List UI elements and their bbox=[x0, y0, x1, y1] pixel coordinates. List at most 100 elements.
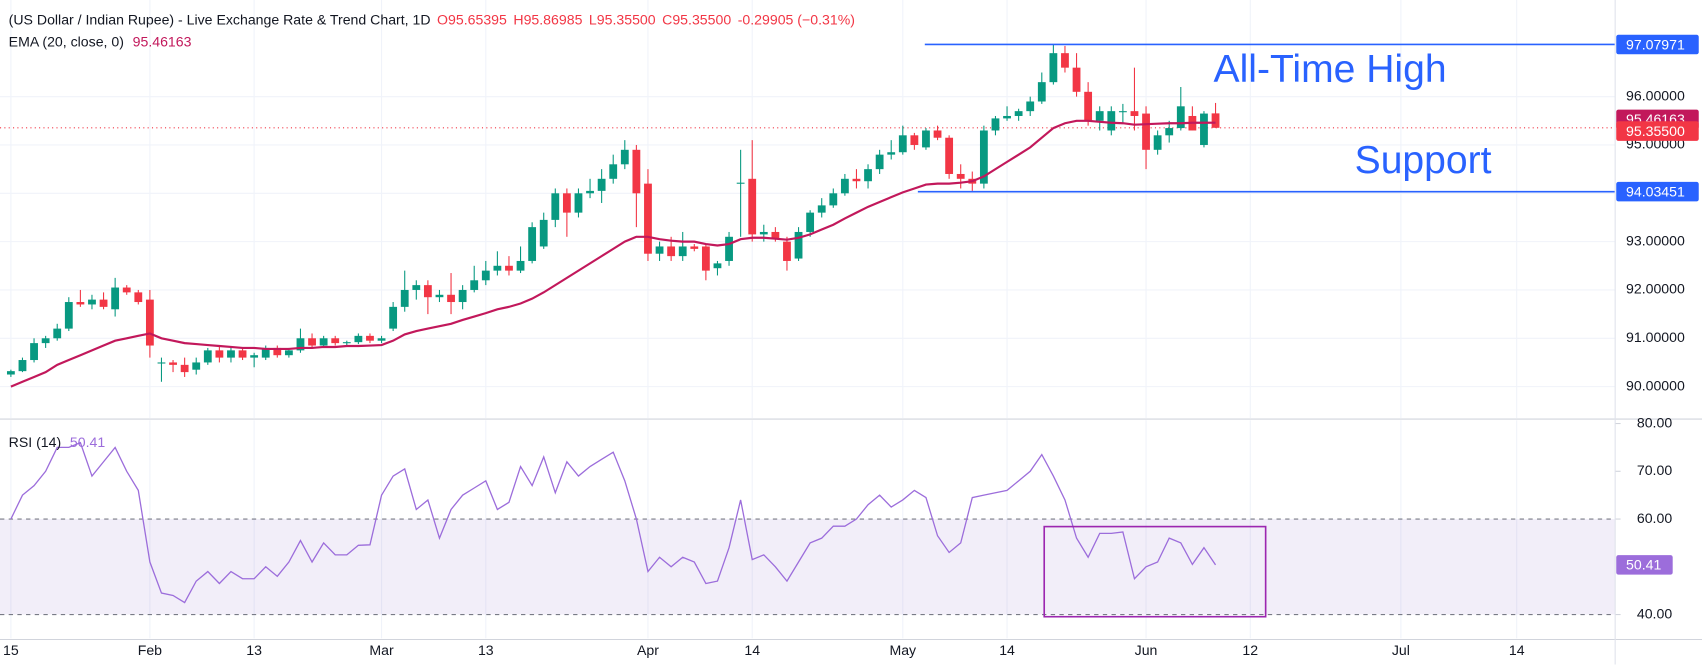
candle-body bbox=[389, 306, 398, 329]
y-tick-label: 92.00000 bbox=[1626, 281, 1685, 297]
rsi-title: RSI (14) bbox=[9, 434, 62, 450]
x-tick-label: Jun bbox=[1135, 642, 1158, 658]
rsi-tick-label: 60.00 bbox=[1637, 510, 1672, 526]
candle-body bbox=[887, 152, 896, 155]
candle-body bbox=[481, 270, 490, 281]
rsi-line bbox=[10, 441, 1217, 604]
candle-body bbox=[794, 231, 803, 259]
candle-body bbox=[759, 231, 768, 235]
legend-header: (US Dollar / Indian Rupee) - Live Exchan… bbox=[9, 11, 855, 27]
candle-body bbox=[203, 350, 212, 363]
rsi-tick-label: 40.00 bbox=[1637, 605, 1672, 621]
candle-body bbox=[1095, 111, 1104, 121]
candle-body bbox=[979, 130, 988, 184]
level-badge-text: 97.07971 bbox=[1626, 36, 1685, 52]
ema-line bbox=[10, 119, 1216, 388]
candle-body bbox=[1061, 53, 1069, 68]
candle-body bbox=[6, 371, 15, 375]
price-badge-text: 95.35500 bbox=[1626, 123, 1685, 139]
candle-body bbox=[597, 178, 606, 191]
highlight-box bbox=[1043, 525, 1267, 618]
rsi-badge-text: 50.41 bbox=[1626, 557, 1661, 573]
candle-body bbox=[134, 292, 143, 303]
candle-body bbox=[1049, 53, 1058, 83]
candle-body bbox=[319, 338, 328, 346]
candle-body bbox=[180, 364, 189, 373]
candle-body bbox=[701, 246, 710, 271]
candle-body bbox=[736, 182, 745, 184]
candle-body bbox=[551, 193, 560, 220]
candle-body bbox=[875, 154, 884, 170]
overlay: 15 Feb 13 Mar 13 Apr 14 May 14 Jun 12 Jul 14 90.00000… bbox=[3, 34, 1699, 658]
candle-body bbox=[88, 299, 96, 305]
candle-body bbox=[725, 236, 733, 261]
candle-body bbox=[377, 338, 386, 341]
y-tick-label: 93.00000 bbox=[1626, 232, 1685, 248]
y-tick-label: 91.00000 bbox=[1626, 329, 1685, 345]
candle-body bbox=[1153, 135, 1162, 150]
candle-body bbox=[840, 178, 849, 194]
candle-body bbox=[644, 183, 652, 254]
candle-body bbox=[261, 347, 270, 358]
candle-body bbox=[215, 350, 224, 358]
candle-body bbox=[238, 350, 247, 358]
candle-body bbox=[18, 360, 27, 372]
candle-body bbox=[64, 302, 73, 329]
candle-body bbox=[528, 227, 537, 261]
candle-body bbox=[632, 149, 641, 194]
candle-body bbox=[331, 338, 340, 344]
candle-body bbox=[748, 178, 757, 235]
candle-body bbox=[667, 246, 676, 257]
candle-body bbox=[516, 260, 525, 271]
candle-body bbox=[829, 193, 838, 206]
candle-body bbox=[1037, 82, 1046, 102]
candle-body bbox=[678, 246, 687, 257]
candle-body bbox=[111, 287, 120, 310]
grid bbox=[0, 0, 1621, 639]
candle-body bbox=[956, 173, 965, 179]
x-tick-label: 14 bbox=[744, 642, 760, 658]
candle-body bbox=[1165, 128, 1174, 136]
x-tick-label: 13 bbox=[246, 642, 262, 658]
candle-body bbox=[458, 289, 467, 303]
x-tick-label: Feb bbox=[138, 642, 162, 658]
y-tick-label: 90.00000 bbox=[1626, 377, 1685, 393]
candle-body bbox=[273, 347, 282, 356]
candle-body bbox=[76, 302, 85, 305]
candle-body bbox=[690, 246, 699, 249]
x-tick-label: Mar bbox=[369, 642, 394, 658]
rsi-tick-label: 70.00 bbox=[1637, 462, 1672, 478]
level-badge bbox=[1616, 34, 1699, 55]
rsi-tick-label: 80.00 bbox=[1637, 414, 1672, 430]
x-tick-label: 13 bbox=[478, 642, 494, 658]
level-badge-text: 94.03451 bbox=[1626, 183, 1685, 199]
candle-body bbox=[771, 231, 780, 240]
candle-body bbox=[192, 362, 201, 370]
candle-body bbox=[227, 350, 235, 358]
candle-body bbox=[655, 246, 664, 254]
candle-body bbox=[574, 193, 583, 213]
candle-body bbox=[852, 178, 861, 182]
candle-body bbox=[991, 118, 1000, 131]
candle-body bbox=[1176, 106, 1185, 129]
candle-body bbox=[354, 335, 363, 343]
level-annotation: All-Time High bbox=[1214, 48, 1447, 91]
ohlc-open: O95.65395 bbox=[437, 11, 507, 27]
candle-body bbox=[157, 362, 166, 364]
candle-body bbox=[806, 212, 815, 232]
candle-body bbox=[864, 169, 872, 182]
candle-body bbox=[423, 285, 432, 298]
candle-body bbox=[1072, 67, 1081, 92]
candle-body bbox=[53, 328, 62, 339]
candle-body bbox=[366, 335, 374, 341]
rsi-legend: RSI (14) 50.41 bbox=[9, 434, 106, 450]
rsi-value: 50.41 bbox=[70, 434, 105, 450]
candle-body bbox=[122, 287, 131, 293]
candle-body bbox=[817, 205, 826, 213]
candle-body bbox=[505, 265, 513, 271]
candle-body bbox=[1211, 113, 1220, 128]
candle-body bbox=[1014, 111, 1023, 116]
candle-body bbox=[609, 164, 618, 179]
candle-body bbox=[783, 241, 791, 261]
candle-body bbox=[910, 135, 919, 145]
